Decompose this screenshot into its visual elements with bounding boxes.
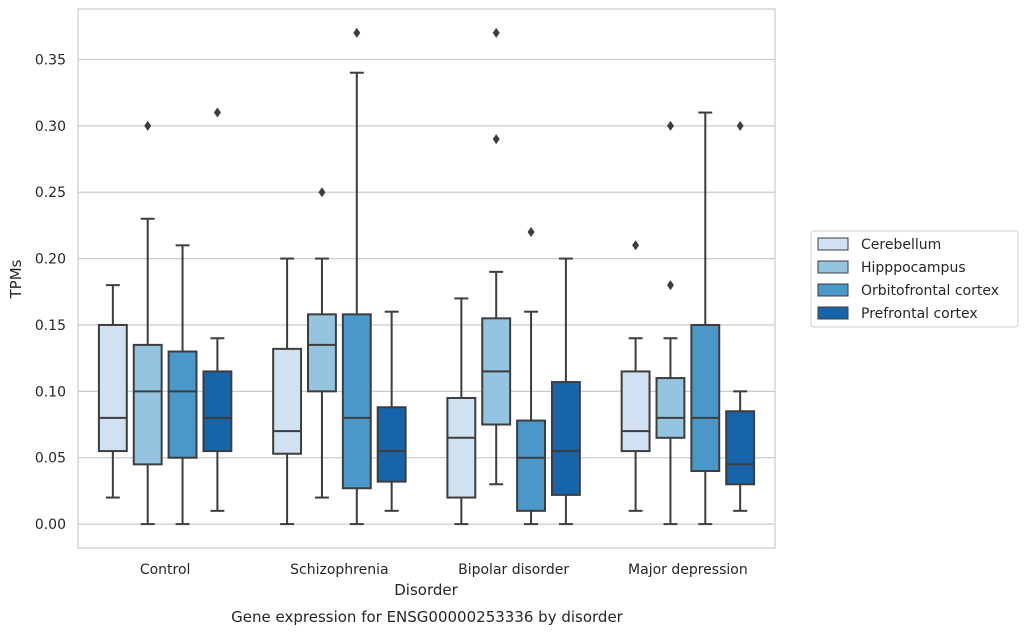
box-item	[202, 107, 233, 512]
outlier-point	[318, 187, 326, 198]
box-body	[516, 419, 546, 512]
y-tick-label: 0.00	[35, 517, 66, 533]
legend-swatch	[817, 237, 849, 251]
plot-area	[77, 8, 776, 549]
legend-swatch	[817, 260, 849, 274]
box-body	[341, 313, 372, 490]
box-item	[620, 240, 651, 512]
outlier-point	[736, 120, 744, 131]
box-item	[307, 187, 337, 499]
box-item	[725, 120, 756, 512]
series-orbitofrontal-cortex	[167, 27, 721, 526]
box-body	[620, 370, 651, 453]
box-item	[550, 257, 581, 526]
y-axis-ticks: 0.00 0.05 0.10 0.15 0.20 0.25 0.30 0.35	[35, 52, 66, 533]
box-item	[272, 257, 303, 526]
y-tick-label: 0.05	[35, 451, 66, 467]
y-tick-label: 0.10	[35, 384, 66, 400]
box-body	[376, 406, 407, 483]
box-item	[690, 111, 721, 526]
outlier-point	[632, 240, 640, 251]
y-tick-label: 0.25	[35, 185, 66, 201]
box-body	[550, 381, 581, 496]
box-body	[132, 343, 163, 466]
x-tick-label: Control	[140, 562, 191, 578]
series-cerebellum	[97, 240, 651, 526]
x-tick-label: Schizophrenia	[290, 562, 388, 578]
box-series	[97, 27, 756, 526]
legend-label: Cerebellum	[861, 237, 941, 253]
outlier-point	[492, 27, 500, 38]
y-tick-label: 0.15	[35, 318, 66, 334]
y-tick-label: 0.20	[35, 252, 66, 268]
outlier-point	[144, 120, 152, 131]
box-body	[97, 323, 128, 453]
x-tick-label: Major depression	[628, 562, 748, 578]
box-item	[655, 120, 686, 526]
y-axis-label: TPMs	[7, 259, 25, 299]
box-item	[132, 120, 163, 526]
box-item	[481, 27, 512, 486]
box-item	[516, 227, 546, 526]
box-item	[376, 310, 407, 512]
chart-caption: Gene expression for ENSG00000253336 by d…	[231, 608, 624, 626]
legend-swatch	[817, 306, 849, 320]
outlier-point	[213, 107, 221, 118]
legend-swatch	[817, 283, 849, 297]
outlier-point	[353, 27, 361, 38]
box-body	[167, 350, 198, 459]
series-hipppocampus	[132, 27, 686, 526]
box-item	[446, 297, 477, 526]
y-tick-label: 0.35	[35, 52, 66, 68]
legend-label: Orbitofrontal cortex	[861, 283, 999, 299]
box-body	[446, 396, 477, 499]
x-axis-ticks: Control Schizophrenia Bipolar disorder Majo…	[140, 562, 748, 578]
y-tick-label: 0.30	[35, 119, 66, 135]
box-body	[272, 347, 303, 455]
outlier-point	[666, 120, 674, 131]
box-item	[167, 244, 198, 526]
x-axis-label: Disorder	[394, 581, 458, 599]
box-body	[307, 313, 337, 393]
series-prefrontal-cortex	[202, 107, 756, 526]
box-body	[655, 377, 686, 439]
outlier-point	[492, 134, 500, 145]
box-body	[725, 410, 756, 486]
box-body	[202, 370, 233, 453]
box-item	[341, 27, 372, 526]
box-item	[97, 284, 128, 499]
legend-label: Prefrontal cortex	[861, 306, 978, 322]
x-tick-label: Bipolar disorder	[458, 562, 569, 578]
legend-frame	[810, 230, 1019, 328]
legend: Cerebellum Hipppocampus Orbitofrontal cort…	[810, 230, 1019, 328]
outlier-point	[666, 280, 674, 291]
legend-label: Hipppocampus	[861, 260, 966, 276]
box-body	[690, 323, 721, 472]
outlier-point	[527, 227, 535, 238]
